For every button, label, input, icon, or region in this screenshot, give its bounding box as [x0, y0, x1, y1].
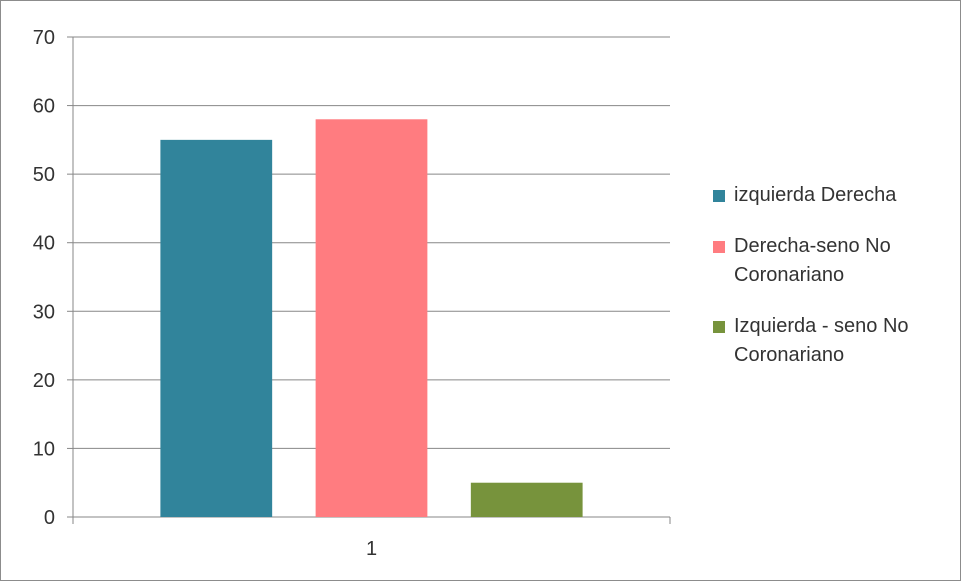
x-tick-label: 1: [366, 538, 377, 560]
legend: izquierda Derecha Derecha-seno No Coronar…: [713, 181, 953, 370]
y-tick-label: 50: [33, 164, 55, 186]
legend-item: izquierda Derecha: [713, 181, 953, 210]
y-tick-label: 20: [33, 370, 55, 392]
legend-label: izquierda Derecha: [734, 184, 897, 206]
legend-item: Izquierda - seno No Coronariano: [713, 312, 953, 370]
legend-swatch: [713, 190, 725, 202]
legend-swatch: [713, 321, 725, 333]
y-tick-label: 60: [33, 96, 55, 118]
legend-label: Izquierda - seno No Coronariano: [734, 315, 909, 366]
y-tick-label: 0: [44, 507, 55, 529]
bar-3: [470, 482, 583, 517]
legend-item: Derecha-seno No Coronariano: [713, 232, 953, 290]
y-tick-label: 70: [33, 27, 55, 49]
legend-label: Derecha-seno No Coronariano: [734, 235, 891, 286]
bar-1: [160, 139, 273, 517]
bar-2: [315, 119, 428, 518]
y-tick-label: 10: [33, 438, 55, 460]
y-tick-label: 30: [33, 301, 55, 323]
legend-swatch: [713, 241, 725, 253]
y-tick-label: 40: [33, 233, 55, 255]
